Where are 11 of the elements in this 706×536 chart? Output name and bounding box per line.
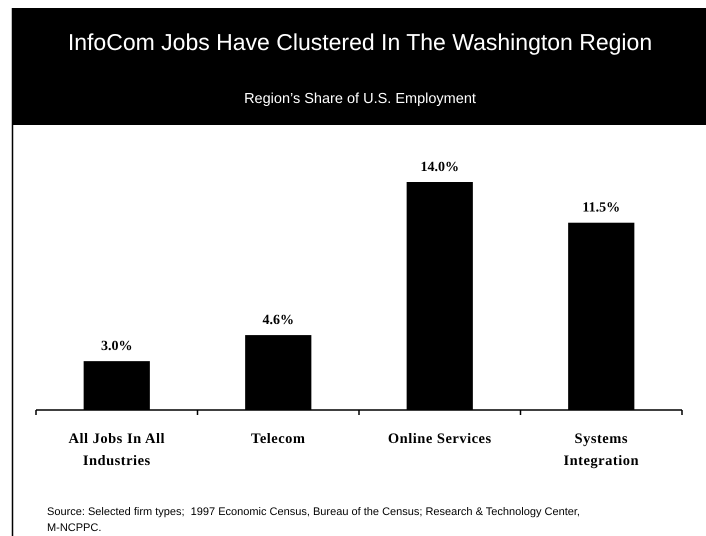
data-label: 11.5% [582, 200, 620, 216]
x-tick-label: Online Services [388, 431, 492, 447]
data-label: 3.0% [101, 339, 132, 354]
data-label: 14.0% [420, 160, 459, 175]
data-label: 4.6% [262, 313, 294, 328]
chart-title: InfoCom Jobs Have Clustered In The Washington Region [68, 29, 652, 55]
x-tick-label: All Jobs In All Industries [68, 431, 166, 469]
x-tick-label: Telecom [250, 431, 306, 447]
chart-subtitle: Region’s Share of U.S. Employment [244, 91, 476, 107]
source-note: Source: Selected firm types; 1997 Economic Census, Bureau of the Census; Research & Technology Center, M-NCPPC. [47, 506, 580, 534]
x-tick-label: Systems Integration [563, 431, 640, 469]
